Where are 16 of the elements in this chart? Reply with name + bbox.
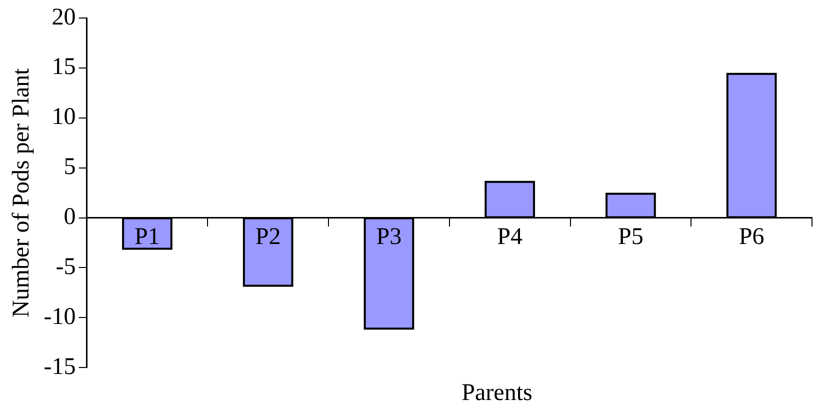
y-tick-label: -5 — [56, 254, 76, 280]
x-tick-label: P4 — [497, 224, 523, 250]
x-tick-label: P3 — [376, 224, 402, 250]
y-tick-label: 20 — [52, 4, 76, 30]
y-tick-label: -10 — [44, 304, 76, 330]
y-tick-label: -15 — [44, 354, 76, 380]
x-tick-label: P6 — [738, 224, 764, 250]
x-tick-label: P2 — [255, 224, 281, 250]
y-tick-label: 15 — [52, 54, 76, 80]
x-tick-label: P5 — [618, 224, 644, 250]
x-tick-label: P1 — [134, 224, 160, 250]
y-tick-label: 5 — [64, 154, 76, 180]
y-axis-title: Number of Pods per Plant — [8, 68, 35, 318]
x-axis-title: Parents — [460, 380, 534, 407]
y-tick-label: 10 — [52, 104, 76, 130]
y-tick-label: 0 — [64, 204, 76, 230]
